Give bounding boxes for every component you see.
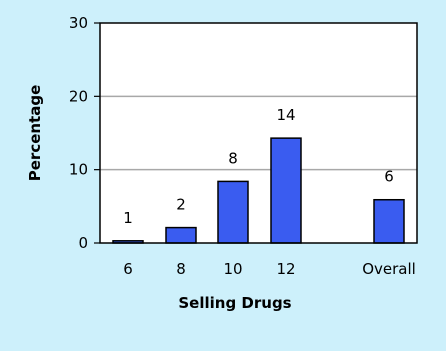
- data-labels: 1 2 8 14 6: [123, 106, 394, 227]
- x-tick-label: 6: [123, 260, 133, 278]
- x-axis-title: Selling Drugs: [178, 294, 291, 312]
- data-label: 8: [228, 149, 238, 167]
- plot-area: [100, 23, 417, 243]
- gridlines: [100, 95, 417, 171]
- y-tick-label: 30: [69, 14, 88, 32]
- bar: [373, 198, 405, 244]
- x-tick-label: 12: [276, 260, 295, 278]
- data-label: 1: [123, 209, 133, 227]
- x-tick-label: 10: [223, 260, 242, 278]
- data-label: 14: [276, 106, 295, 124]
- bar: [217, 180, 249, 244]
- data-label: 6: [384, 168, 394, 186]
- plot-border: [99, 22, 418, 244]
- y-axis-ticks: 0 10 20 30: [69, 14, 100, 252]
- bars: [112, 137, 405, 244]
- y-tick-label: 0: [78, 234, 88, 252]
- data-label: 2: [176, 196, 186, 214]
- x-axis-ticks: 6 8 10 12 Overall: [123, 260, 416, 278]
- bar: [270, 137, 302, 244]
- y-tick-label: 20: [69, 87, 88, 105]
- y-axis-title: Percentage: [26, 85, 44, 182]
- x-tick-label: Overall: [362, 260, 416, 278]
- y-tick-label: 10: [69, 161, 88, 179]
- bar: [165, 226, 197, 244]
- x-tick-label: 8: [176, 260, 186, 278]
